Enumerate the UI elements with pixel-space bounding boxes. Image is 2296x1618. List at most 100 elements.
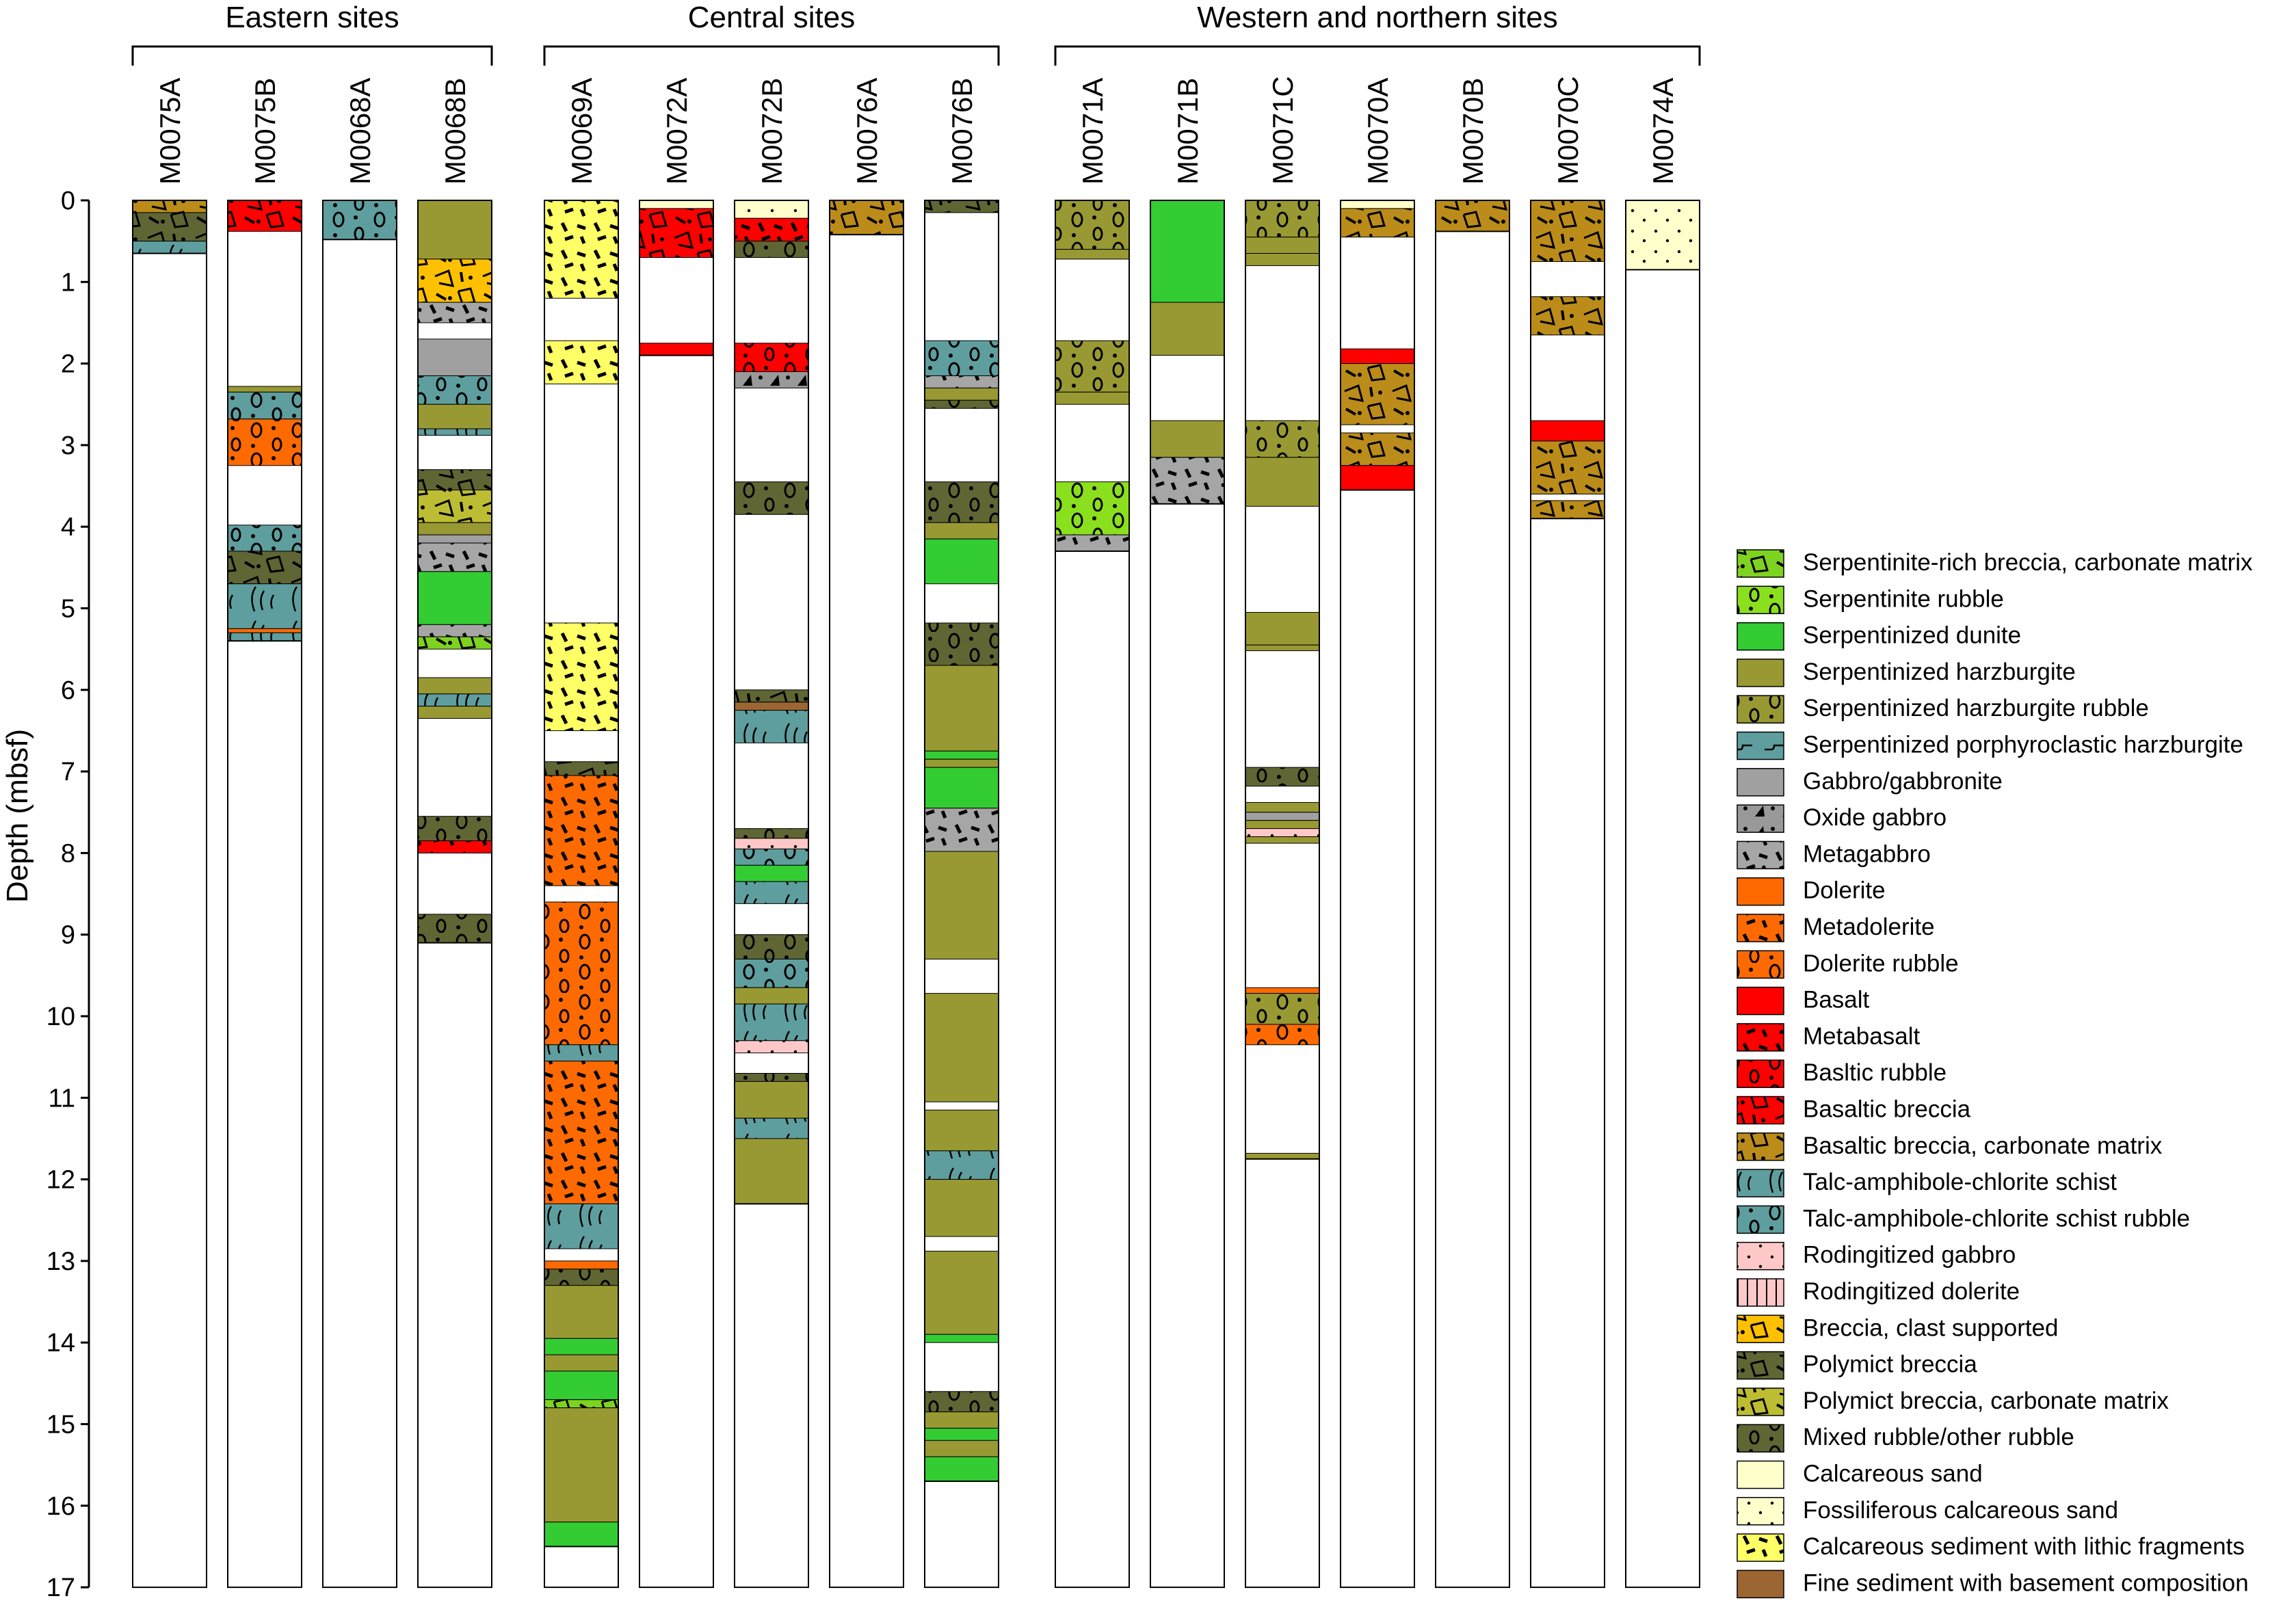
column-m0075b	[227, 200, 302, 1589]
unit-polymict_breccia	[227, 551, 302, 585]
unit-basalt	[1340, 465, 1415, 491]
unit-basaltic_breccia_carb	[1530, 296, 1605, 336]
unit-talc_schist_rubble	[924, 340, 999, 376]
group-title-western-and-northern-sites: Western and northern sites	[1197, 1, 1557, 34]
legend-label: Gabbro/gabbronite	[1803, 768, 2003, 795]
y-tick-label: 4	[61, 513, 75, 542]
legend-label: Polymict breccia	[1803, 1351, 1977, 1378]
unit-foss_calc_sand	[734, 200, 809, 219]
unit-serp_breccia_carb	[417, 636, 492, 650]
unit-calc_sed_lithic	[544, 200, 619, 299]
unit-talc_schist	[227, 632, 302, 641]
group-bracket-western-and-northern-sites	[1054, 45, 1701, 66]
legend-label: Rodingitized dolerite	[1803, 1278, 2020, 1305]
unit-dolerite_rubble	[1245, 1024, 1320, 1046]
unit-metagabbro	[924, 808, 999, 852]
unit-dolerite	[544, 1260, 619, 1270]
unit-serp_harz	[1150, 420, 1225, 458]
unit-basaltic_breccia	[227, 200, 302, 232]
legend-entry-metabasalt: Metabasalt	[1737, 1023, 1920, 1052]
legend-entry-serp_rubble: Serpentinite rubble	[1737, 585, 2004, 615]
column-m0072b	[734, 200, 809, 1589]
legend-entry-fine_sed: Fine sediment with basement composition	[1737, 1569, 2249, 1599]
y-tick-label: 5	[61, 595, 75, 624]
unit-talc_schist	[734, 1003, 809, 1042]
legend-entry-basaltic_breccia: Basaltic breccia	[1737, 1096, 1971, 1125]
unit-basalt	[1340, 348, 1415, 364]
column-m0075a	[132, 200, 207, 1589]
unit-metadolerite	[544, 775, 619, 886]
legend-entry-talc_schist_rubble: Talc-amphibole-chlorite schist rubble	[1737, 1205, 2190, 1234]
column-m0068a	[322, 200, 397, 1589]
unit-serp_harz	[417, 403, 492, 429]
legend-swatch	[1737, 877, 1784, 906]
column-m0071a	[1055, 200, 1130, 1589]
unit-basalt	[639, 343, 714, 356]
unit-serp_harz	[227, 386, 302, 393]
legend-label: Talc-amphibole-chlorite schist	[1803, 1169, 2117, 1195]
unit-serp_harz	[924, 1440, 999, 1457]
column-m0074a	[1625, 200, 1700, 1589]
legend-entry-talc_schist: Talc-amphibole-chlorite schist	[1737, 1169, 2117, 1197]
unit-talc_schist	[924, 1150, 999, 1180]
legend-label: Basltic rubble	[1803, 1059, 1947, 1086]
unit-serp_harz_rubble	[1055, 340, 1130, 393]
y-tick-label: 7	[61, 758, 75, 786]
column-frame-m0070c	[1530, 200, 1605, 1589]
unit-serp_harz	[1245, 253, 1320, 266]
legend-swatch	[1737, 1569, 1784, 1599]
legend-entry-metagabbro: Metagabbro	[1737, 840, 1931, 870]
legend-entry-serp_breccia_carb: Serpentinite-rich breccia, carbonate mat…	[1737, 549, 2253, 578]
unit-serp_harz	[417, 706, 492, 719]
unit-serp_harz	[1245, 801, 1320, 813]
unit-mixed_rubble	[417, 914, 492, 944]
legend-swatch	[1737, 1460, 1784, 1489]
y-tick-label: 2	[61, 350, 75, 379]
column-frame-m0076a	[829, 200, 904, 1589]
unit-basaltic_breccia	[639, 208, 714, 258]
unit-serp_harz	[924, 1109, 999, 1152]
group-bracket-central-sites	[543, 45, 1000, 66]
unit-serp_harz	[417, 200, 492, 260]
legend-entry-dolerite_rubble: Dolerite rubble	[1737, 950, 1959, 979]
unit-serp_harz	[734, 987, 809, 1005]
hole-label-m0068a: M0068A	[344, 78, 376, 185]
column-frame-m0075b	[227, 200, 302, 1589]
unit-talc_schist	[417, 428, 492, 436]
unit-basalt	[1530, 420, 1605, 442]
unit-serp_harz	[924, 665, 999, 752]
y-tick-label: 16	[47, 1492, 75, 1521]
unit-serp_harz_rubble	[1245, 993, 1320, 1025]
legend-label: Mixed rubble/other rubble	[1803, 1424, 2074, 1450]
y-tick-label: 6	[61, 676, 75, 705]
unit-serp_harz	[1245, 237, 1320, 254]
unit-polymict_breccia	[417, 469, 492, 491]
column-m0071b	[1150, 200, 1225, 1589]
column-m0070b	[1435, 200, 1510, 1589]
y-tick-label: 1	[61, 268, 75, 297]
unit-talc_schist_rubble	[734, 848, 809, 866]
unit-rod_gabbro	[734, 838, 809, 849]
unit-serp_harz	[1245, 836, 1320, 844]
legend-entry-mixed_rubble: Mixed rubble/other rubble	[1737, 1424, 2074, 1453]
legend-entry-polymict_breccia: Polymict breccia	[1737, 1351, 1977, 1380]
legend: Serpentinite-rich breccia, carbonate mat…	[1737, 549, 2253, 1599]
unit-serp_harz_rubble	[1245, 420, 1320, 458]
legend-label: Serpentinized dunite	[1803, 622, 2021, 649]
unit-serp_harz	[544, 1354, 619, 1372]
hole-label-m0069a: M0069A	[566, 78, 598, 185]
unit-serp_dunite	[544, 1338, 619, 1355]
column-frame-m0068a	[322, 200, 397, 1589]
y-tick-label: 14	[47, 1329, 75, 1357]
unit-mixed_rubble	[734, 934, 809, 959]
legend-label: Serpentinite-rich breccia, carbonate mat…	[1803, 549, 2253, 576]
unit-talc_schist_rubble	[227, 391, 302, 420]
unit-mixed_rubble	[734, 241, 809, 258]
legend-label: Calcareous sand	[1803, 1461, 1983, 1487]
column-m0072a	[639, 200, 714, 1589]
legend-entry-basaltic_breccia_carb: Basaltic breccia, carbonate matrix	[1737, 1132, 2163, 1161]
unit-mixed_rubble	[1245, 767, 1320, 787]
unit-serp_harz	[924, 758, 999, 768]
unit-talc_schist_rubble	[322, 200, 397, 240]
unit-dolerite	[1245, 987, 1320, 994]
